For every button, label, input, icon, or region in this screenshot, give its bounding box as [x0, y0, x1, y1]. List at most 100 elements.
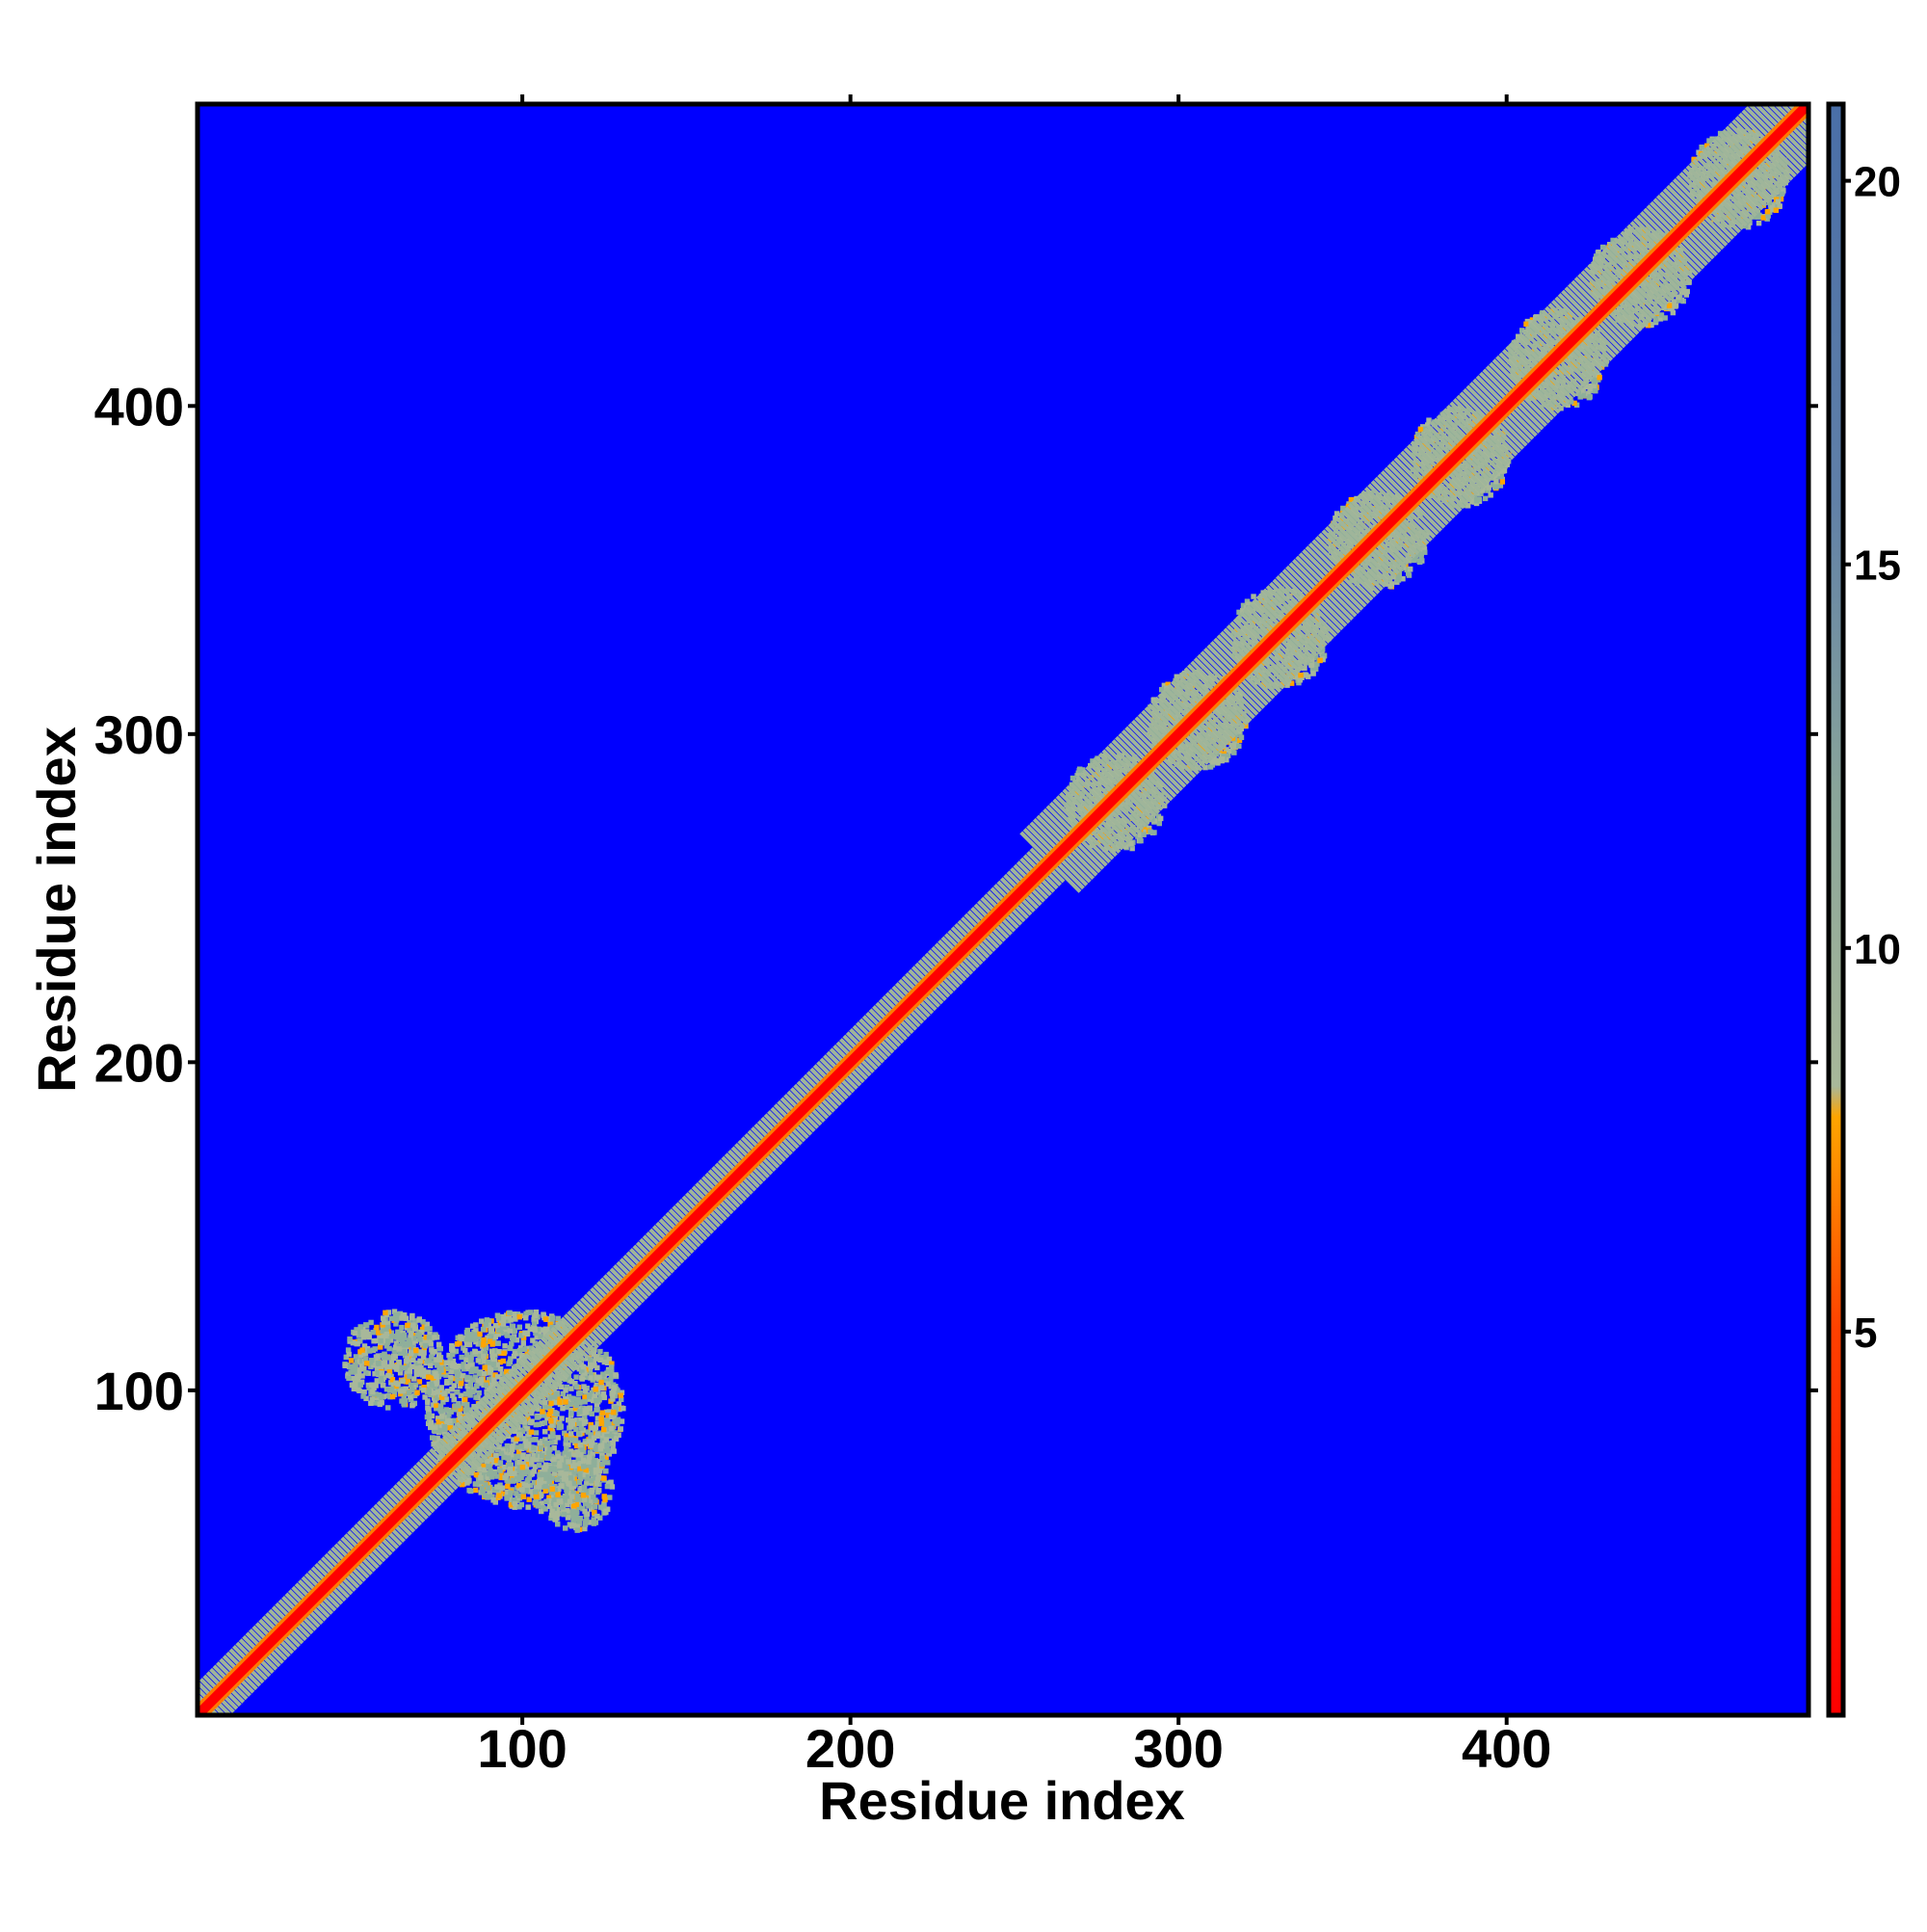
heatmap-cell	[473, 1481, 480, 1487]
heatmap-cell	[606, 1431, 612, 1437]
heatmap-cell	[473, 1411, 480, 1416]
heatmap-cell	[616, 1401, 622, 1407]
heatmap-cell	[588, 1375, 594, 1381]
heatmap-cell	[508, 1490, 514, 1496]
heatmap-cell	[515, 1444, 520, 1450]
heatmap-cell	[538, 1334, 543, 1339]
heatmap-cell	[573, 1384, 580, 1389]
heatmap-cell	[580, 1363, 587, 1370]
heatmap-cell	[1379, 543, 1385, 550]
heatmap-cell	[583, 1474, 589, 1480]
heatmap-cell	[1482, 495, 1489, 502]
heatmap-cell	[484, 1440, 489, 1446]
heatmap-cell	[398, 1389, 404, 1394]
heatmap-cell	[371, 1363, 377, 1368]
heatmap-cell	[1135, 806, 1142, 812]
heatmap-cell	[598, 1416, 604, 1422]
heatmap-cell	[1380, 565, 1386, 571]
heatmap-cell	[346, 1351, 352, 1358]
heatmap-cell	[1340, 517, 1346, 524]
heatmap-cell	[469, 1362, 475, 1367]
heatmap-cell	[440, 1399, 446, 1405]
heatmap-cell	[498, 1450, 504, 1457]
heatmap-cell	[497, 1489, 503, 1495]
heatmap-cell	[1174, 674, 1180, 680]
heatmap-cell	[388, 1380, 394, 1386]
heatmap-cell	[608, 1414, 615, 1419]
heatmap-cell	[599, 1385, 605, 1390]
heatmap-cell	[1411, 557, 1417, 564]
heatmap-cell	[429, 1381, 435, 1388]
heatmap-cell	[580, 1464, 587, 1469]
heatmap-cell	[570, 1522, 577, 1528]
heatmap-cell	[559, 1457, 565, 1463]
heatmap-cell	[1087, 836, 1094, 842]
heatmap-cell	[595, 1473, 602, 1479]
heatmap-cell	[430, 1360, 436, 1365]
heatmap-cell	[546, 1497, 552, 1504]
heatmap-cell	[555, 1394, 561, 1401]
heatmap-cell	[534, 1405, 541, 1411]
heatmap-cell	[455, 1389, 461, 1395]
heatmap-cell	[452, 1417, 459, 1424]
heatmap-cell	[572, 1496, 578, 1503]
heatmap-cell	[539, 1420, 545, 1427]
heatmap-cell	[562, 1472, 568, 1478]
heatmap-cell	[1202, 764, 1208, 771]
heatmap-cell	[483, 1482, 488, 1488]
heatmap-cell	[1425, 422, 1431, 428]
heatmap-cell	[1411, 523, 1416, 529]
heatmap-cell	[524, 1469, 531, 1475]
heatmap-cell	[602, 1377, 609, 1384]
heatmap-cell	[505, 1483, 511, 1490]
heatmap-cell	[1079, 767, 1086, 773]
heatmap-cell	[1267, 590, 1274, 596]
heatmap-cell	[400, 1312, 407, 1318]
heatmap-cell	[1385, 510, 1390, 516]
heatmap-cell	[414, 1389, 420, 1395]
heatmap-cell	[586, 1462, 592, 1469]
heatmap-cell	[587, 1495, 594, 1500]
heatmap-cell	[580, 1471, 586, 1478]
heatmap-cell	[582, 1370, 588, 1376]
heatmap-cell	[512, 1428, 517, 1435]
heatmap-cell	[1314, 661, 1320, 667]
heatmap-cell	[377, 1344, 383, 1350]
heatmap-cell	[563, 1388, 568, 1393]
heatmap-cell	[486, 1386, 492, 1391]
heatmap-cell	[444, 1360, 451, 1365]
heatmap-cell	[542, 1437, 548, 1442]
heatmap-cell	[542, 1483, 548, 1490]
heatmap-cell	[1261, 597, 1268, 603]
heatmap-cell	[391, 1309, 398, 1314]
heatmap-cell	[492, 1323, 499, 1329]
heatmap-cell	[594, 1420, 600, 1427]
heatmap-cell	[1160, 693, 1166, 700]
heatmap-cell	[376, 1391, 383, 1398]
heatmap-cell	[429, 1354, 435, 1360]
heatmap-cell	[548, 1466, 554, 1471]
heatmap-cell	[404, 1355, 410, 1362]
heatmap-cell	[1179, 673, 1185, 678]
heatmap-cell	[548, 1400, 554, 1407]
heatmap-cell	[427, 1331, 433, 1337]
heatmap-cell	[381, 1315, 386, 1321]
heatmap-cell	[435, 1436, 440, 1442]
heatmap-cell	[410, 1357, 416, 1363]
heatmap-cell	[597, 1348, 603, 1355]
heatmap-cell	[602, 1496, 608, 1503]
heatmap-cell	[438, 1394, 445, 1400]
heatmap-cell	[1137, 801, 1143, 807]
heatmap-cell	[594, 1481, 600, 1487]
heatmap-cell	[491, 1377, 497, 1383]
heatmap-cell	[575, 1431, 582, 1437]
heatmap-cell	[599, 1461, 605, 1468]
heatmap-cell	[1151, 730, 1158, 737]
heatmap-cell	[608, 1479, 614, 1486]
heatmap-cell	[501, 1464, 508, 1470]
heatmap-cell	[1147, 784, 1153, 790]
heatmap-cell	[488, 1474, 495, 1480]
heatmap-cell	[538, 1508, 544, 1515]
heatmap-cell	[359, 1358, 365, 1363]
heatmap-cell	[448, 1346, 455, 1352]
